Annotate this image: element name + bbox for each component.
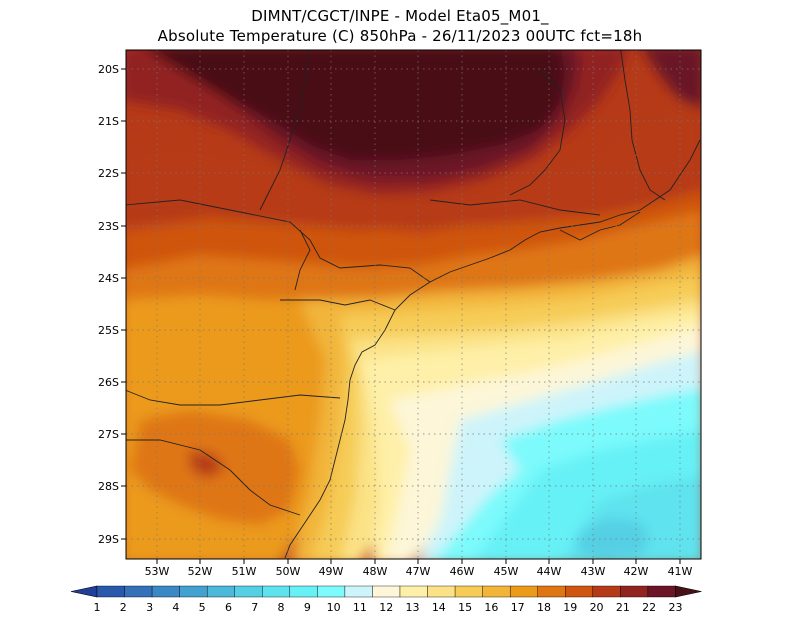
- colorbar-swatch: [234, 585, 263, 598]
- title-line-1: DIMNT/CGCT/INPE - Model Eta05_M01_: [251, 7, 549, 25]
- map-frame: [125, 49, 702, 560]
- colorbar-swatch: [454, 585, 483, 598]
- colorbar-label: 20: [590, 601, 604, 614]
- colorbar-label: 2: [120, 601, 127, 614]
- colorbar-swatch: [317, 585, 346, 598]
- colorbar-label: 5: [199, 601, 206, 614]
- lat-label: 25S: [98, 324, 119, 337]
- colorbar-swatch: [592, 585, 621, 598]
- lon-label: 41W: [668, 565, 693, 578]
- colorbar-swatch: [565, 585, 594, 598]
- lat-label: 21S: [98, 115, 119, 128]
- colorbar-swatch: [96, 585, 125, 598]
- grid: [126, 50, 701, 559]
- temperature-field: [126, 50, 701, 559]
- colorbar-swatch: [344, 585, 373, 598]
- colorbar-swatch: [262, 585, 291, 598]
- lon-label: 48W: [363, 565, 388, 578]
- lon-label: 45W: [494, 565, 519, 578]
- colorbar-left-arrow-icon: [70, 585, 98, 598]
- colorbar-swatch: [537, 585, 566, 598]
- lat-label: 27S: [98, 428, 119, 441]
- colorbar-swatch: [289, 585, 318, 598]
- colorbar-label: 10: [327, 601, 341, 614]
- colorbar-label: 21: [616, 601, 630, 614]
- colorbar-label: 9: [304, 601, 311, 614]
- lat-label: 20S: [98, 63, 119, 76]
- colorbar-label: 3: [146, 601, 153, 614]
- colorbar-label: 19: [563, 601, 577, 614]
- colorbar-label: 15: [458, 601, 472, 614]
- lat-label: 23S: [98, 220, 119, 233]
- lat-label: 22S: [98, 167, 119, 180]
- colorbar-swatch: [482, 585, 511, 598]
- colorbar-swatch: [427, 585, 456, 598]
- colorbar: 1 2 3 4 5 6 7 8 9 10 11 12 13 14 15 16 17 18 19 20 21 22 23: [70, 585, 702, 614]
- colorbar-label: 16: [484, 601, 498, 614]
- lon-label: 50W: [276, 565, 301, 578]
- lon-label: 43W: [581, 565, 606, 578]
- lon-label: 53W: [145, 565, 170, 578]
- colorbar-label: 18: [537, 601, 551, 614]
- lon-label: 46W: [450, 565, 475, 578]
- colorbar-label: 14: [432, 601, 446, 614]
- colorbar-swatch: [509, 585, 538, 598]
- colorbar-label: 4: [172, 601, 179, 614]
- colorbar-swatch: [647, 585, 676, 598]
- colorbar-label: 1: [94, 601, 101, 614]
- colorbar-label: 11: [353, 601, 367, 614]
- title-line-2: Absolute Temperature (C) 850hPa - 26/11/…: [157, 27, 643, 45]
- lon-label: 44W: [537, 565, 562, 578]
- lon-axis: 53W 52W 51W 50W 49W 48W 47W 46W 45W 44W …: [145, 559, 693, 578]
- lon-label: 52W: [188, 565, 213, 578]
- lat-label: 28S: [98, 480, 119, 493]
- lat-label: 24S: [98, 272, 119, 285]
- colorbar-label: 22: [642, 601, 656, 614]
- colorbar-label: 6: [225, 601, 232, 614]
- colorbar-swatch: [179, 585, 208, 598]
- lon-label: 49W: [319, 565, 344, 578]
- lon-label: 51W: [232, 565, 257, 578]
- colorbar-label: 17: [511, 601, 525, 614]
- colorbar-label: 7: [251, 601, 258, 614]
- colorbar-label: 23: [668, 601, 682, 614]
- colorbar-right-arrow-icon: [675, 585, 702, 598]
- lon-label: 42W: [624, 565, 649, 578]
- lat-label: 26S: [98, 376, 119, 389]
- colorbar-swatch: [151, 585, 180, 598]
- borders: [126, 50, 701, 559]
- lat-axis: 20S 21S 22S 23S 24S 25S 26S 27S 28S 29S: [98, 63, 126, 546]
- colorbar-swatch: [620, 585, 649, 598]
- colorbar-label: 13: [406, 601, 420, 614]
- colorbar-label: 12: [379, 601, 393, 614]
- colorbar-swatch: [372, 585, 401, 598]
- colorbar-label: 8: [278, 601, 285, 614]
- colorbar-swatch: [399, 585, 428, 598]
- lat-label: 29S: [98, 533, 119, 546]
- lon-label: 47W: [406, 565, 431, 578]
- colorbar-swatch: [124, 585, 153, 598]
- colorbar-swatch: [206, 585, 235, 598]
